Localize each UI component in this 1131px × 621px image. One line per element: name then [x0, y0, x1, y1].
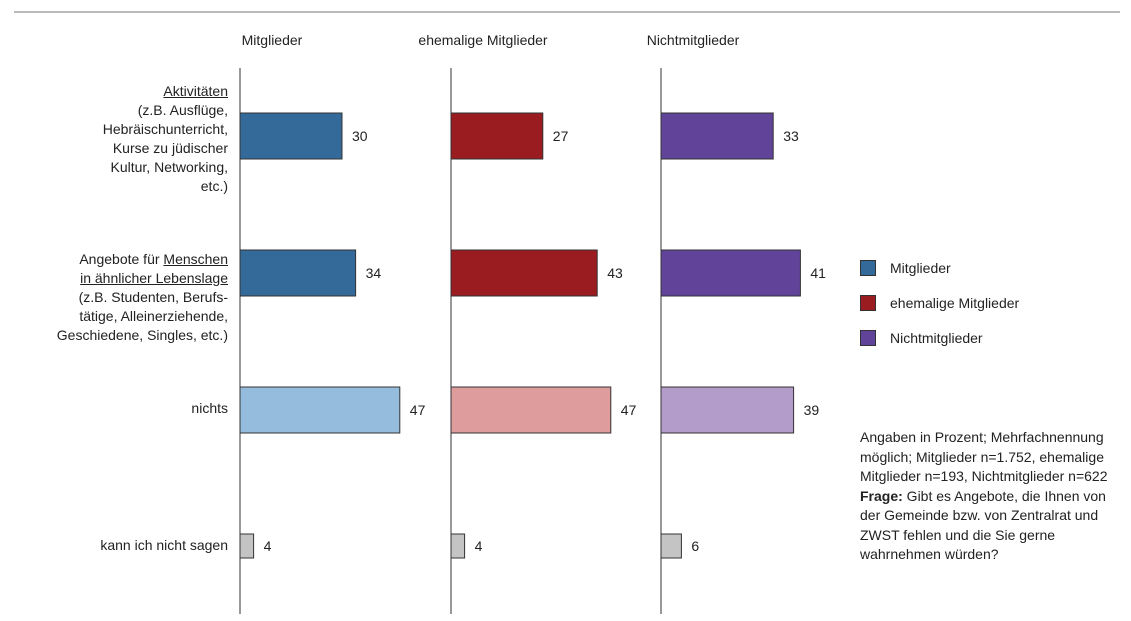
footnote-text: Angaben in Prozent; Mehrfachnennung mögl…: [860, 429, 1108, 484]
category-label: nichts: [20, 399, 228, 418]
panel-header: Nichtmitglieder: [647, 32, 740, 48]
category-label-part: Kultur, Networking,: [110, 159, 229, 175]
category-label-part: Hebräischunterricht,: [102, 121, 228, 137]
data-label: 41: [810, 265, 826, 281]
bar: [660, 386, 795, 434]
legend: Mitglieder ehemalige Mitglieder Nichtmit…: [860, 258, 1019, 363]
legend-item-ehemalige: ehemalige Mitglieder: [860, 293, 1019, 313]
bar: [450, 533, 466, 559]
bar: [239, 249, 357, 297]
category-label-part: Aktivitäten: [163, 83, 228, 99]
data-label: 39: [804, 402, 820, 418]
data-label: 6: [691, 538, 699, 554]
bar: [239, 533, 255, 559]
bar: [450, 386, 612, 434]
legend-label: Mitglieder: [890, 260, 951, 276]
legend-swatch: [860, 330, 876, 346]
footnote: Angaben in Prozent; Mehrfachnennung mögl…: [860, 428, 1120, 565]
question-text: Gibt es Angebote, die Ihnen von der Geme…: [860, 487, 1106, 563]
category-label-part: nichts: [191, 400, 228, 416]
category-label-part: Geschiedene, Singles, etc.): [56, 327, 228, 343]
category-label-part: (z.B. Ausflüge,: [137, 102, 228, 118]
category-label-part: Menschen: [163, 251, 228, 267]
data-label: 4: [475, 538, 483, 554]
bar: [239, 386, 401, 434]
panel-header: ehemalige Mitglieder: [418, 32, 548, 48]
data-label: 4: [264, 538, 272, 554]
category-label-part: Kurse zu jüdischer: [112, 140, 228, 156]
category-label-part: Angebote für: [79, 251, 164, 267]
legend-label: ehemalige Mitglieder: [890, 295, 1020, 311]
category-label: Angebote für Menschen in ähnlicher Lebens…: [20, 250, 228, 345]
legend-swatch: [860, 260, 876, 276]
category-label-part: tätige, Alleinerziehende,: [79, 308, 228, 324]
category-label: Aktivitäten (z.B. Ausflüge, Hebräischunter…: [20, 82, 228, 196]
category-label-part: in ähnlicher Lebenslage: [80, 270, 228, 286]
legend-item-nichtmitglieder: Nichtmitglieder: [860, 328, 1019, 348]
bar: [450, 112, 544, 160]
legend-label: Nichtmitglieder: [890, 330, 983, 346]
category-label-part: (z.B. Studenten, Berufs-: [78, 289, 228, 305]
category-label: kann ich nicht sagen: [20, 536, 228, 555]
data-label: 30: [352, 128, 368, 144]
bar: [660, 112, 774, 160]
bar: [660, 249, 801, 297]
data-label: 47: [621, 402, 637, 418]
data-label: 33: [783, 128, 799, 144]
bar: [239, 112, 343, 160]
panel-header: Mitglieder: [242, 32, 303, 48]
question-label: Frage:: [860, 487, 903, 504]
data-label: 43: [607, 265, 623, 281]
data-label: 34: [366, 265, 382, 281]
data-label: 47: [410, 402, 426, 418]
data-label: 27: [553, 128, 569, 144]
category-label-part: kann ich nicht sagen: [100, 537, 228, 553]
bar: [660, 533, 682, 559]
legend-swatch: [860, 295, 876, 311]
category-label-part: etc.): [200, 178, 228, 194]
bar: [450, 249, 598, 297]
legend-item-mitglieder: Mitglieder: [860, 258, 1019, 278]
